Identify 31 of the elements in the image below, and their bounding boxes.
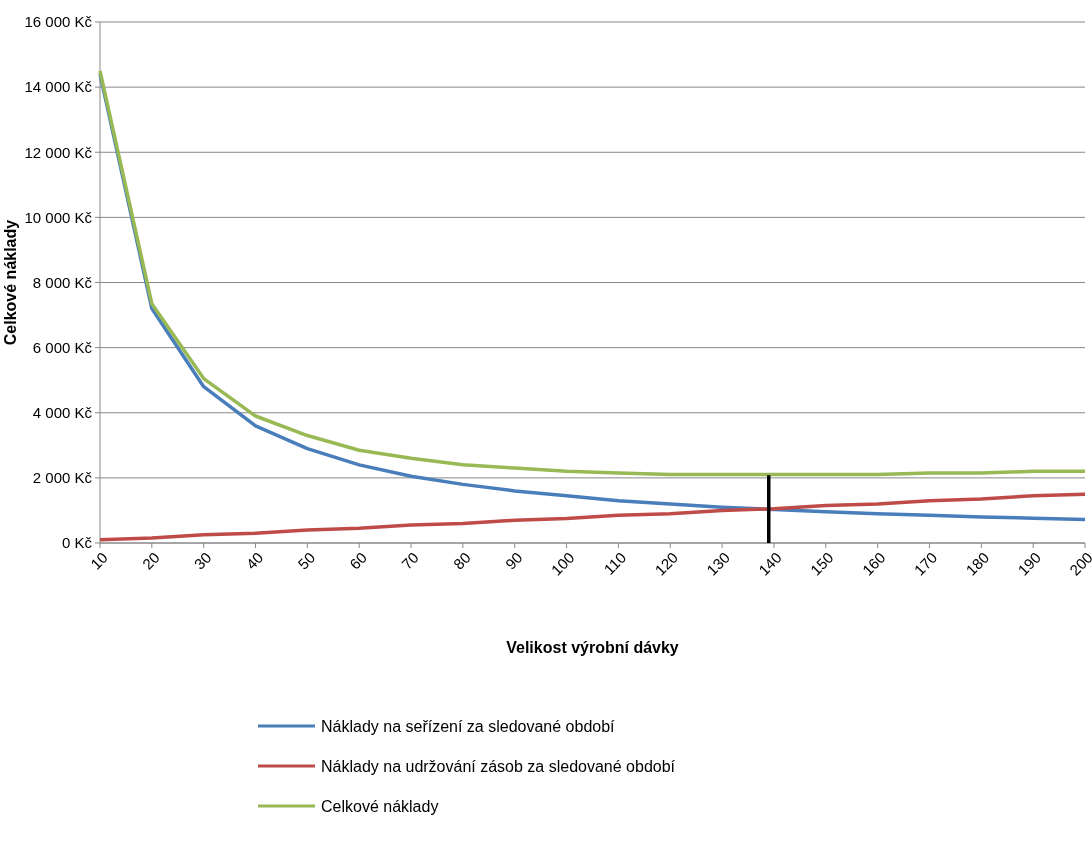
x-tick-label: 80 <box>449 548 474 573</box>
x-tick-label: 130 <box>703 548 733 579</box>
y-tick-label: 8 000 Kč <box>32 273 93 291</box>
y-tick-label: 4 000 Kč <box>32 404 93 421</box>
x-tick-label: 60 <box>346 548 371 573</box>
y-axis-title: Celkové náklady <box>2 219 19 346</box>
x-tick-label: 90 <box>501 548 526 573</box>
y-tick-label: 16 000 Kč <box>24 13 93 31</box>
x-tick-label: 40 <box>242 548 267 573</box>
x-tick-label: 100 <box>547 548 578 579</box>
x-tick-label: 180 <box>962 548 993 579</box>
y-tick-label: 2 000 Kč <box>32 469 93 487</box>
y-tick-label: 6 000 Kč <box>32 338 93 356</box>
x-tick-label: 110 <box>600 548 630 578</box>
x-tick-label: 50 <box>294 548 319 573</box>
legend-label: Náklady na udržování zásob za sledované období <box>321 757 676 775</box>
x-tick-label: 30 <box>190 548 215 573</box>
legend-label: Náklady na seřízení za sledované období <box>321 717 616 735</box>
x-tick-label: 170 <box>910 548 941 579</box>
x-tick-label: 160 <box>858 548 889 579</box>
x-tick-label: 150 <box>806 548 837 579</box>
x-tick-label: 70 <box>398 548 422 573</box>
y-tick-label: 14 000 Kč <box>24 78 93 96</box>
legend-label: Celkové náklady <box>321 797 439 815</box>
x-tick-label: 120 <box>651 548 682 579</box>
x-tick-label: 190 <box>1014 548 1044 579</box>
y-tick-label: 10 000 Kč <box>24 208 93 226</box>
y-tick-label: 12 000 Kč <box>24 143 93 161</box>
x-axis-title: Velikost výrobní dávky <box>506 639 679 656</box>
x-tick-label: 20 <box>138 548 163 573</box>
x-tick-label: 140 <box>755 548 785 579</box>
